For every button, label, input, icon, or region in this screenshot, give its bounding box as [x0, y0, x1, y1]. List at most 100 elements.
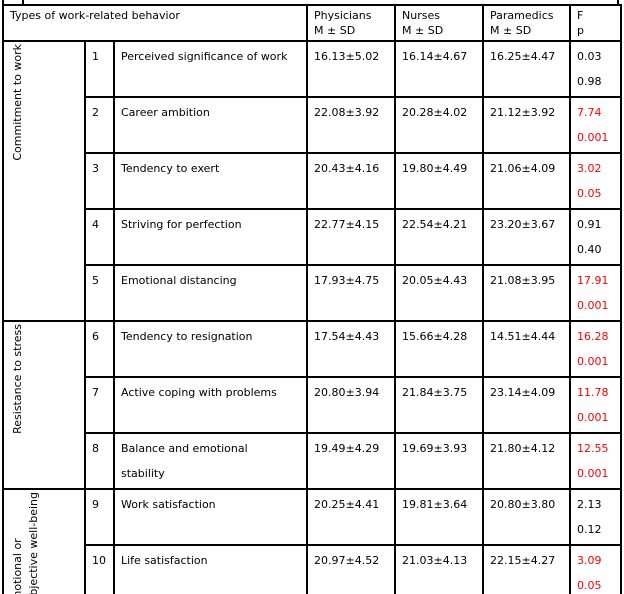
f-value: 7.74	[577, 106, 602, 119]
paramedics-value: 23.20±3.67	[482, 208, 572, 266]
f-p-values: 0.91 0.40	[569, 208, 623, 266]
row-number: 2	[84, 96, 115, 154]
f-p-values: 17.91 0.001	[569, 264, 623, 322]
behavior-name: Work satisfaction	[112, 488, 309, 546]
table-row: Emotional or subjective well-being 9 Wor…	[2, 488, 623, 594]
paramedics-value: 21.08±3.95	[482, 264, 572, 322]
behavior-name: Balance and emotional stability	[112, 432, 309, 490]
column-header-paramedics: Paramedics M ± SD	[482, 4, 572, 42]
behavior-name: Striving for perfection	[112, 208, 309, 266]
f-p-values: 7.74 0.001	[569, 96, 623, 154]
row-number: 3	[84, 152, 115, 210]
p-value: 0.001	[577, 299, 609, 312]
f-value: 16.28	[577, 330, 609, 343]
nurses-value: 21.84±3.75	[394, 376, 485, 434]
physicians-value: 16.13±5.02	[306, 40, 397, 98]
table-row: 2 Career ambition 22.08±3.92 20.28±4.02 …	[3, 96, 623, 154]
group-label-emotional-wellbeing: Emotional or subjective well-being	[2, 488, 86, 594]
column-header-physicians: Physicians M ± SD	[306, 4, 397, 42]
nurses-value: 20.05±4.43	[394, 264, 485, 322]
row-number: 10	[84, 544, 115, 594]
paramedics-label: Paramedics	[490, 9, 554, 22]
group-label-resistance-to-stress: Resistance to stress	[2, 320, 86, 490]
nurses-value: 21.03±4.13	[394, 544, 485, 594]
table-row: 8 Balance and emotional stability 19.49±…	[3, 432, 623, 490]
behavior-name: Life satisfaction	[112, 544, 309, 594]
nurses-label: Nurses	[402, 9, 440, 22]
p-value: 0.001	[577, 131, 609, 144]
p-label: p	[577, 24, 585, 37]
vertical-group-label: Commitment to work	[11, 44, 24, 161]
paramedics-msd-label: M ± SD	[490, 24, 532, 37]
f-p-values: 3.02 0.05	[569, 152, 623, 210]
physicians-value: 20.25±4.41	[306, 488, 397, 546]
nurses-value: 19.81±3.64	[394, 488, 485, 546]
physicians-value: 17.93±4.75	[306, 264, 397, 322]
f-value: 12.55	[577, 442, 609, 455]
vertical-group-label: Resistance to stress	[11, 324, 24, 434]
paramedics-value: 22.15±4.27	[482, 544, 572, 594]
f-label: F	[577, 9, 584, 22]
nurses-value: 20.28±4.02	[394, 96, 485, 154]
row-number: 5	[84, 264, 115, 322]
physicians-value: 20.43±4.16	[306, 152, 397, 210]
row-number: 9	[84, 488, 115, 546]
table-row: 7 Active coping with problems 20.80±3.94…	[3, 376, 623, 434]
f-p-values: 2.13 0.12	[569, 488, 623, 546]
paramedics-value: 21.80±4.12	[482, 432, 572, 490]
physicians-label: Physicians	[314, 9, 372, 22]
f-p-values: 3.09 0.05	[569, 544, 623, 594]
sliver-border-left	[2, 0, 4, 4]
p-value: 0.98	[577, 75, 602, 88]
table-header-row: Types of work-related behavior Physician…	[1, 4, 623, 42]
behavior-name: Perceived significance of work	[112, 40, 309, 98]
row-number: 1	[84, 40, 115, 98]
table-row: Commitment to work 1 Perceived significa…	[2, 40, 623, 322]
row-number: 6	[84, 320, 115, 378]
nurses-value: 15.66±4.28	[394, 320, 485, 378]
cutoff-row-sliver	[0, 0, 624, 4]
sliver-border-right	[617, 0, 619, 4]
f-value: 0.03	[577, 50, 602, 63]
physicians-value: 20.97±4.52	[306, 544, 397, 594]
f-p-values: 16.28 0.001	[569, 320, 623, 378]
row-number: 7	[84, 376, 115, 434]
sliver-border-mid	[22, 0, 24, 4]
physicians-value: 19.49±4.29	[306, 432, 397, 490]
table-row: Resistance to stress 6 Tendency to resig…	[2, 320, 623, 490]
physicians-value: 20.80±3.94	[306, 376, 397, 434]
f-value: 0.91	[577, 218, 602, 231]
p-value: 0.40	[577, 243, 602, 256]
behavior-name: Tendency to exert	[112, 152, 309, 210]
p-value: 0.05	[577, 187, 602, 200]
behavior-name: Active coping with problems	[112, 376, 309, 434]
p-value: 0.001	[577, 355, 609, 368]
nurses-value: 16.14±4.67	[394, 40, 485, 98]
f-value: 11.78	[577, 386, 609, 399]
table-row: 5 Emotional distancing 17.93±4.75 20.05±…	[3, 264, 623, 322]
nurses-value: 22.54±4.21	[394, 208, 485, 266]
physicians-value: 22.77±4.15	[306, 208, 397, 266]
anova-results-table: Types of work-related behavior Physician…	[1, 4, 623, 594]
physicians-msd-label: M ± SD	[314, 24, 356, 37]
f-p-values: 0.03 0.98	[569, 40, 623, 98]
p-value: 0.12	[577, 523, 602, 536]
f-value: 17.91	[577, 274, 609, 287]
paramedics-value: 20.80±3.80	[482, 488, 572, 546]
nurses-value: 19.80±4.49	[394, 152, 485, 210]
paramedics-value: 16.25±4.47	[482, 40, 572, 98]
column-header-nurses: Nurses M ± SD	[394, 4, 485, 42]
row-number: 4	[84, 208, 115, 266]
f-value: 3.02	[577, 162, 602, 175]
paramedics-value: 23.14±4.09	[482, 376, 572, 434]
paramedics-value: 21.12±3.92	[482, 96, 572, 154]
behavior-name: Emotional distancing	[112, 264, 309, 322]
behavior-name: Tendency to resignation	[112, 320, 309, 378]
f-p-values: 11.78 0.001	[569, 376, 623, 434]
table-row: 10 Life satisfaction 20.97±4.52 21.03±4.…	[3, 544, 623, 594]
table-row: 4 Striving for perfection 22.77±4.15 22.…	[3, 208, 623, 266]
paramedics-value: 14.51±4.44	[482, 320, 572, 378]
row-number: 8	[84, 432, 115, 490]
f-value: 2.13	[577, 498, 602, 511]
